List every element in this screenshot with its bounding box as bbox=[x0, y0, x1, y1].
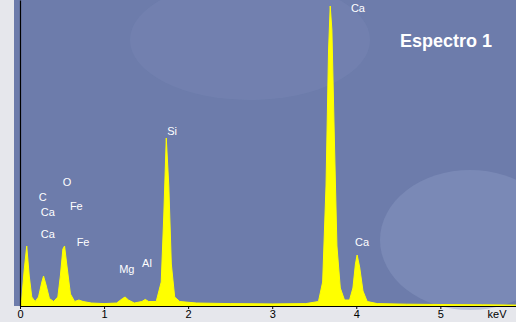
x-tick-label: 4 bbox=[354, 308, 360, 320]
x-tick-label: 0 bbox=[17, 308, 23, 320]
element-label: Al bbox=[142, 257, 152, 269]
element-label: O bbox=[63, 176, 72, 188]
x-axis: 0 1 2 3 4 5 bbox=[17, 306, 516, 320]
element-label: Ca bbox=[351, 2, 366, 14]
x-tick: 4 bbox=[354, 306, 360, 320]
y-axis-line bbox=[20, 1, 21, 307]
x-tick: 2 bbox=[186, 306, 192, 320]
x-tick: 1 bbox=[102, 306, 108, 320]
background-patch bbox=[130, 0, 370, 100]
marks bbox=[20, 6, 516, 306]
x-tick-label: 3 bbox=[270, 308, 276, 320]
chart: 0 1 2 3 4 5 C O Ca Fe Ca Fe Mg Al Si Ca Ca keV Espectro 1 bbox=[0, 0, 516, 322]
element-label: Ca bbox=[41, 206, 56, 218]
x-tick-label: 1 bbox=[102, 308, 108, 320]
x-axis-label: keV bbox=[488, 308, 508, 320]
annotations: C O Ca Fe Ca Fe Mg Al Si Ca Ca bbox=[39, 2, 370, 275]
x-tick-label: 5 bbox=[438, 308, 444, 320]
title: Espectro 1 bbox=[400, 31, 492, 51]
element-label: Ca bbox=[355, 236, 370, 248]
x-tick: 3 bbox=[270, 306, 276, 320]
plot: 0 1 2 3 4 5 C O Ca Fe Ca Fe Mg Al Si Ca Ca bbox=[17, 1, 516, 320]
x-tick: 5 bbox=[438, 306, 444, 320]
background-patch bbox=[380, 170, 516, 310]
element-label: Fe bbox=[70, 200, 83, 212]
element-label: Fe bbox=[77, 236, 90, 248]
spectrum-line bbox=[20, 6, 516, 306]
y-axis bbox=[20, 1, 21, 307]
element-label: Ca bbox=[41, 228, 56, 240]
x-tick: 0 bbox=[17, 306, 23, 320]
spectrum-area bbox=[20, 6, 516, 306]
element-label: Mg bbox=[119, 263, 134, 275]
x-tick-label: 2 bbox=[186, 308, 192, 320]
element-label: C bbox=[39, 191, 47, 203]
element-label: Si bbox=[167, 125, 177, 137]
